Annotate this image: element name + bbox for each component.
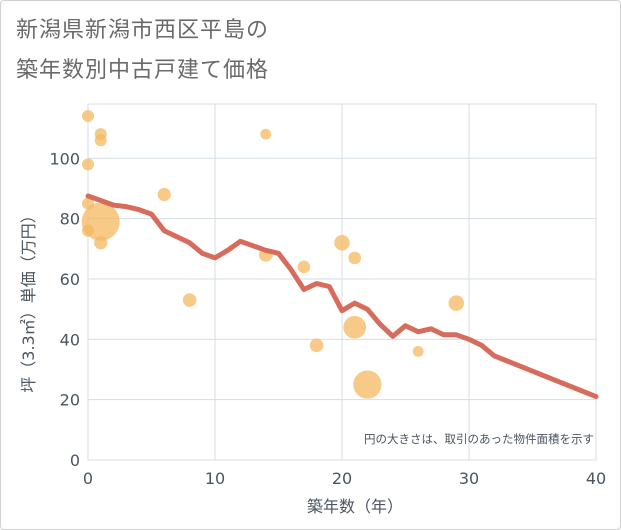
axis-ticks: 0 10 20 30 40 0 20 40 60 80 100 <box>49 149 606 488</box>
data-bubble <box>412 345 424 357</box>
data-bubble <box>82 110 94 123</box>
data-bubble <box>297 260 311 274</box>
x-tick-label: 0 <box>83 469 93 488</box>
x-axis-label: 築年数（年） <box>307 497 403 516</box>
y-tick-label: 40 <box>60 330 80 349</box>
data-bubble <box>81 202 120 241</box>
y-tick-label: 100 <box>49 149 80 168</box>
chart-title-line-2: 築年数別中古戸建て価格 <box>16 58 270 83</box>
x-tick-label: 40 <box>586 469 606 488</box>
data-bubble <box>353 370 382 399</box>
data-bubble <box>82 158 94 171</box>
data-bubble <box>348 251 362 265</box>
data-bubble <box>157 187 171 202</box>
y-tick-label: 80 <box>60 210 80 229</box>
data-bubble <box>94 236 108 250</box>
x-tick-label: 30 <box>459 469 479 488</box>
data-bubble <box>260 128 272 140</box>
trend-line-group <box>85 193 599 400</box>
y-axis-label: 坪（3.3㎡）単価（万円） <box>19 207 38 392</box>
data-bubble <box>94 134 107 147</box>
bubble-size-note: 円の大きさは、取引のあった物件面積を示す <box>364 432 594 446</box>
data-bubble <box>334 234 350 251</box>
bubbles <box>81 110 465 399</box>
y-tick-label: 0 <box>70 451 80 470</box>
data-bubble <box>182 293 197 307</box>
data-bubble <box>309 338 324 353</box>
x-tick-label: 20 <box>332 469 352 488</box>
trend-line <box>85 193 599 400</box>
x-tick-label: 10 <box>205 469 225 488</box>
y-tick-label: 60 <box>60 270 80 289</box>
y-tick-label: 20 <box>60 391 80 410</box>
chart-title-line-1: 新潟県新潟市西区平島の <box>16 18 270 43</box>
data-bubble <box>448 295 465 311</box>
data-bubble <box>343 315 367 339</box>
grid-lines <box>87 103 597 461</box>
